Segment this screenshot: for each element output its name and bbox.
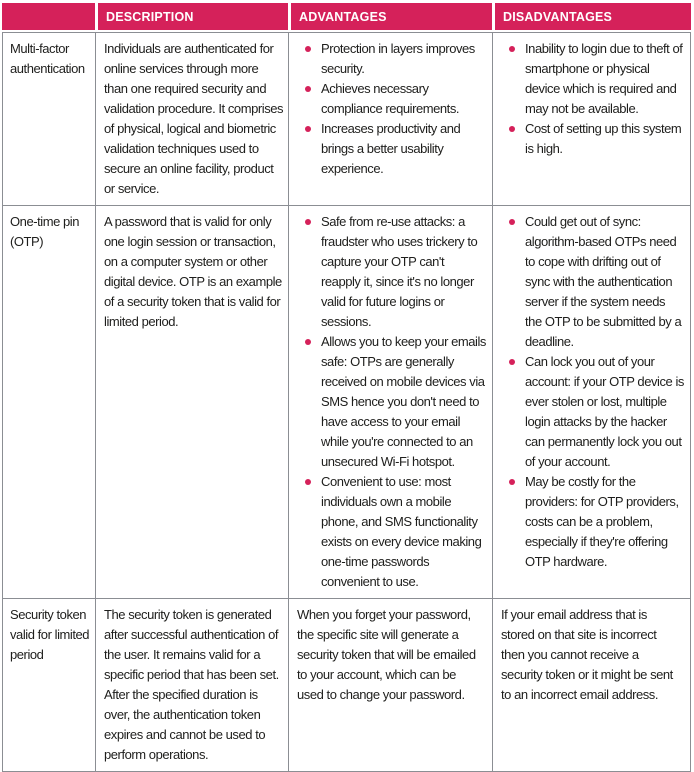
advantages-cell: Protection in layers improves security. A… [288, 33, 492, 205]
cell-paragraph: If your email address that is stored on … [501, 607, 673, 702]
list-item-text: Convenient to use: most individuals own … [321, 474, 482, 589]
list-item-text: Could get out of sync: algorithm-based O… [525, 214, 682, 349]
disadvantages-cell: Inability to login due to theft of smart… [492, 33, 690, 205]
list-item: May be costly for the providers: for OTP… [493, 472, 686, 572]
bullet-icon [305, 219, 311, 225]
bullet-icon [305, 86, 311, 92]
list-item: Increases productivity and brings a bett… [289, 119, 488, 179]
list-item: Achieves necessary compliance requiremen… [289, 79, 488, 119]
list-item: Safe from re-use attacks: a fraudster wh… [289, 212, 488, 332]
list-item-text: Achieves necessary compliance requiremen… [321, 81, 460, 116]
column-header-description: DESCRIPTION [95, 3, 288, 30]
term-cell: One-time pin (OTP) [10, 214, 80, 249]
list-item-text: Allows you to keep your emails safe: OTP… [321, 334, 486, 469]
disadvantages-cell: Could get out of sync: algorithm-based O… [492, 206, 690, 598]
bullet-icon [509, 126, 515, 132]
list-item-text: Protection in layers improves security. [321, 41, 475, 76]
list-item: Could get out of sync: algorithm-based O… [493, 212, 686, 352]
description-cell: The security token is generated after su… [95, 599, 288, 771]
description-cell: Individuals are authenticated for online… [95, 33, 288, 205]
list-item: Convenient to use: most individuals own … [289, 472, 488, 592]
bullet-icon [509, 479, 515, 485]
bullet-icon [305, 46, 311, 52]
column-header-advantages: ADVANTAGES [288, 3, 492, 30]
table-header-row: DESCRIPTION ADVANTAGES DISADVANTAGES [2, 3, 691, 30]
table-row: Security token valid for limited period T… [3, 598, 690, 771]
cell-paragraph: When you forget your password, the speci… [297, 607, 476, 702]
advantages-cell: Safe from re-use attacks: a fraudster wh… [288, 206, 492, 598]
bullet-list: Could get out of sync: algorithm-based O… [493, 212, 686, 572]
column-header-term [2, 3, 95, 30]
list-item-text: Inability to login due to theft of smart… [525, 41, 683, 116]
comparison-table: DESCRIPTION ADVANTAGES DISADVANTAGES Mul… [2, 3, 691, 772]
bullet-list: Inability to login due to theft of smart… [493, 39, 686, 159]
list-item: Can lock you out of your account: if you… [493, 352, 686, 472]
list-item-text: Can lock you out of your account: if you… [525, 354, 684, 469]
list-item: Protection in layers improves security. [289, 39, 488, 79]
bullet-icon [305, 339, 311, 345]
advantages-cell: When you forget your password, the speci… [288, 599, 492, 771]
bullet-icon [509, 359, 515, 365]
table-row: One-time pin (OTP) A password that is val… [3, 205, 690, 598]
term-cell: Security token valid for limited period [10, 607, 90, 662]
list-item: Allows you to keep your emails safe: OTP… [289, 332, 488, 472]
description-cell: A password that is valid for only one lo… [95, 206, 288, 598]
disadvantages-cell: If your email address that is stored on … [492, 599, 690, 771]
table-body: Multi-factor authentication Individuals a… [2, 32, 691, 772]
bullet-icon [509, 219, 515, 225]
list-item: Cost of setting up this system is high. [493, 119, 686, 159]
bullet-icon [305, 479, 311, 485]
bullet-icon [305, 126, 311, 132]
term-cell: Multi-factor authentication [10, 41, 85, 76]
bullet-list: Protection in layers improves security. A… [289, 39, 488, 179]
list-item-text: Increases productivity and brings a bett… [321, 121, 461, 176]
list-item-text: May be costly for the providers: for OTP… [525, 474, 679, 569]
table-row: Multi-factor authentication Individuals a… [3, 33, 690, 205]
list-item: Inability to login due to theft of smart… [493, 39, 686, 119]
bullet-list: Safe from re-use attacks: a fraudster wh… [289, 212, 488, 592]
list-item-text: Safe from re-use attacks: a fraudster wh… [321, 214, 478, 329]
list-item-text: Cost of setting up this system is high. [525, 121, 682, 156]
bullet-icon [509, 46, 515, 52]
column-header-disadvantages: DISADVANTAGES [492, 3, 691, 30]
